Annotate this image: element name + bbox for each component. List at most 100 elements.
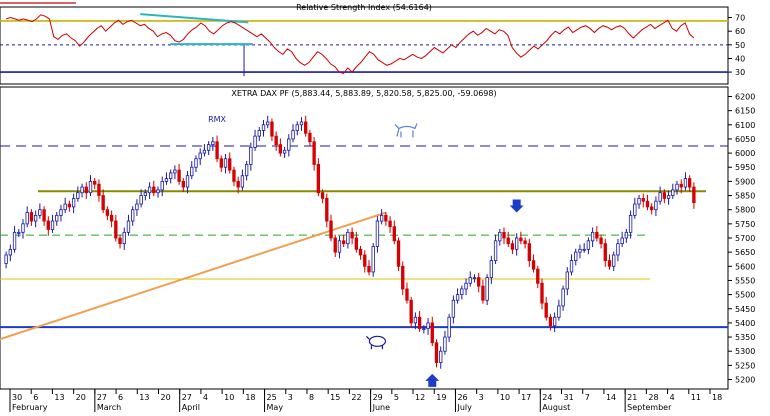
candle-body xyxy=(219,158,223,168)
candle-body xyxy=(624,231,629,239)
candle-body xyxy=(50,220,55,230)
rsi-series xyxy=(6,14,695,75)
bear-icon xyxy=(368,335,387,347)
candle-body xyxy=(156,189,160,194)
x-tick-label: 29 xyxy=(373,393,383,402)
x-tick-label: 30 xyxy=(12,393,22,402)
month-label: September xyxy=(627,403,672,412)
price-trendline xyxy=(0,211,387,341)
candle-body xyxy=(633,203,637,216)
price-y-tick-label: 5550 xyxy=(735,276,755,285)
candle-body xyxy=(80,186,84,194)
price-y-tick-label: 5600 xyxy=(735,262,755,271)
candle-body xyxy=(620,237,624,245)
bull-icon xyxy=(394,123,418,138)
candle-body xyxy=(401,265,405,290)
candle-body xyxy=(498,231,502,242)
rsi-y-tick-label: 30 xyxy=(735,68,745,77)
candle-body xyxy=(375,220,380,247)
month-label: February xyxy=(12,403,48,412)
candle-body xyxy=(599,237,603,245)
candle-body xyxy=(350,231,354,239)
price-y-tick-label: 5250 xyxy=(735,361,755,370)
x-tick-label: 3 xyxy=(288,393,293,402)
candle-body xyxy=(38,209,42,216)
candle-body xyxy=(312,141,316,165)
candle-body xyxy=(426,322,430,329)
candle-body xyxy=(358,248,363,256)
candle-body xyxy=(434,342,439,363)
x-tick-label: 13 xyxy=(54,393,64,402)
candle-body xyxy=(160,180,164,191)
candle-body xyxy=(181,180,185,188)
x-tick-label: 20 xyxy=(76,393,86,402)
candle-body xyxy=(12,231,17,250)
x-tick-label: 13 xyxy=(139,393,149,402)
price-y-tick-label: 5700 xyxy=(735,234,755,243)
x-tick-label: 4 xyxy=(203,393,208,402)
candle-body xyxy=(688,178,692,188)
candle-body xyxy=(169,172,173,179)
candle-body xyxy=(519,237,523,242)
x-tick-label: 27 xyxy=(97,393,107,402)
candle-body xyxy=(236,180,240,188)
candle-body xyxy=(510,243,515,250)
candle-body xyxy=(569,260,574,273)
candle-body xyxy=(185,175,190,188)
price-y-tick-label: 5900 xyxy=(735,177,755,186)
rsi-annotation-lines xyxy=(140,13,253,77)
candle-body xyxy=(485,277,489,301)
candle-body xyxy=(489,260,494,279)
candle-body xyxy=(152,186,156,194)
candle-body xyxy=(320,192,325,199)
candle-body xyxy=(88,180,93,194)
candle-body xyxy=(612,254,616,267)
candle-body xyxy=(325,197,329,222)
candle-body xyxy=(299,121,304,126)
price-y-tick-label: 5950 xyxy=(735,163,755,172)
candle-body xyxy=(565,271,569,290)
candle-body xyxy=(342,240,346,245)
x-tick-label: 10 xyxy=(224,393,234,402)
candle-body xyxy=(164,178,169,182)
candle-body xyxy=(67,203,72,208)
x-tick-label: 6 xyxy=(118,393,123,402)
rsi-reference-lines xyxy=(0,20,728,73)
candle-body xyxy=(135,203,139,211)
candle-body xyxy=(502,231,506,239)
candle-body xyxy=(177,169,181,182)
x-tick-label: 11 xyxy=(691,393,701,402)
candle-body xyxy=(232,169,236,182)
candle-body xyxy=(557,305,561,318)
candle-body xyxy=(287,138,291,151)
candle-body xyxy=(477,277,481,287)
candle-body xyxy=(451,299,456,318)
candle-body xyxy=(548,316,553,327)
x-tick-label: 10 xyxy=(500,393,510,402)
candle-body xyxy=(582,248,586,251)
candle-body xyxy=(354,237,358,250)
candle-body xyxy=(396,240,401,267)
month-label: April xyxy=(182,403,200,412)
candle-body xyxy=(308,132,312,143)
candle-body xyxy=(506,237,510,245)
candle-body xyxy=(215,141,219,160)
candle-body xyxy=(413,316,418,324)
x-tick-label: 20 xyxy=(160,393,170,402)
rsi-y-tick-label: 70 xyxy=(735,14,745,23)
price-y-tick-label: 5350 xyxy=(735,333,755,342)
x-tick-label: 25 xyxy=(267,393,277,402)
candle-body xyxy=(637,197,641,205)
candle-body xyxy=(118,237,122,245)
candle-body xyxy=(202,149,207,154)
candle-body xyxy=(531,260,536,270)
candle-body xyxy=(468,277,472,284)
candle-body xyxy=(472,277,477,280)
candle-body xyxy=(93,180,97,185)
candle-body xyxy=(333,237,337,253)
candle-body xyxy=(253,135,257,148)
x-tick-label: 21 xyxy=(627,393,637,402)
price-y-tick-label: 5850 xyxy=(735,192,755,201)
price-y-tick-label: 5800 xyxy=(735,206,755,215)
candle-body xyxy=(603,243,607,262)
